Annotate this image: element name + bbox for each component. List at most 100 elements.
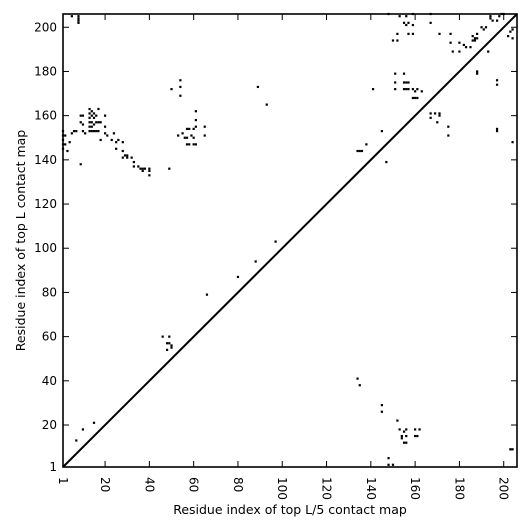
contact-point — [398, 428, 401, 431]
contact-point — [411, 96, 415, 100]
contact-point — [170, 344, 173, 347]
contact-point — [511, 141, 514, 144]
contact-point — [394, 88, 397, 91]
contact-point — [236, 275, 240, 279]
contact-point — [88, 125, 91, 128]
contact-point — [394, 81, 397, 84]
contact-point — [168, 167, 171, 170]
contact-point — [92, 116, 96, 119]
contact-point — [511, 28, 514, 31]
contact-point — [188, 143, 191, 146]
contact-point — [411, 88, 415, 91]
contact-point — [480, 26, 483, 29]
x-tick-label: 20 — [98, 477, 112, 492]
contact-point — [84, 132, 87, 135]
y-tick-label: 40 — [42, 374, 57, 388]
y-tick-label: 140 — [34, 153, 57, 167]
contact-point — [188, 127, 191, 131]
contact-point — [148, 174, 151, 177]
contact-point — [137, 165, 140, 168]
contact-point — [469, 46, 472, 49]
contact-point — [168, 342, 171, 345]
contact-point — [194, 143, 197, 146]
contact-point — [356, 377, 359, 380]
x-tick-label: 120 — [320, 477, 334, 500]
contact-point — [438, 32, 441, 35]
contact-point — [414, 428, 417, 431]
contact-point — [97, 130, 100, 133]
contact-point — [402, 21, 406, 24]
contact-point — [183, 136, 186, 139]
contact-point — [405, 81, 408, 84]
contact-point — [190, 134, 193, 137]
contact-point — [115, 147, 118, 150]
contact-point — [405, 15, 408, 18]
contact-point — [380, 410, 384, 413]
contact-point — [402, 441, 406, 444]
lower-contact-points — [75, 377, 514, 466]
contact-point — [121, 141, 124, 144]
contact-point — [507, 34, 510, 38]
contact-point — [92, 421, 96, 424]
contact-point — [429, 116, 432, 119]
contact-point — [405, 23, 408, 27]
contact-point — [358, 149, 361, 153]
contact-point — [387, 457, 390, 460]
contact-point — [356, 149, 359, 153]
contact-point — [203, 125, 206, 128]
contact-point — [103, 125, 107, 128]
contact-point — [464, 46, 468, 49]
contact-point — [509, 448, 512, 451]
contact-point — [205, 293, 209, 296]
contact-point — [458, 50, 461, 53]
contact-point — [194, 110, 197, 113]
contact-point — [405, 434, 408, 438]
contact-point — [402, 72, 406, 75]
contact-point — [81, 130, 85, 133]
contact-point — [88, 112, 91, 115]
contact-point — [265, 103, 268, 106]
contact-point — [143, 167, 147, 170]
contact-point — [511, 37, 514, 40]
contact-point — [400, 437, 403, 440]
contact-point — [88, 121, 91, 124]
contact-point — [90, 121, 93, 124]
contact-point — [90, 130, 93, 133]
contact-point — [106, 134, 109, 137]
x-axis-label: Residue index of top L/5 contact map — [173, 502, 407, 517]
contact-point — [473, 37, 477, 40]
contact-point — [92, 130, 96, 133]
contact-point — [436, 121, 439, 124]
contact-point — [394, 72, 397, 75]
contact-point — [365, 143, 368, 146]
contact-point — [484, 26, 488, 29]
contact-point — [141, 169, 144, 172]
y-tick-label: 80 — [42, 285, 57, 299]
contact-point — [429, 21, 432, 24]
contact-point — [181, 132, 184, 135]
contact-point — [458, 41, 461, 44]
contact-point — [416, 434, 419, 438]
contact-point — [81, 114, 85, 117]
contact-point — [396, 32, 399, 35]
contact-point — [476, 37, 479, 40]
contact-point — [72, 130, 76, 133]
contact-point — [407, 32, 410, 35]
contact-point — [90, 114, 93, 117]
contact-point — [449, 32, 452, 35]
contact-point — [476, 72, 479, 75]
contact-point — [402, 430, 406, 433]
y-tick-label: 160 — [34, 109, 57, 123]
x-tick-label: 40 — [142, 477, 156, 492]
contact-point — [433, 112, 437, 115]
contact-point — [99, 121, 102, 124]
contact-point — [400, 434, 403, 438]
contact-point — [165, 342, 169, 345]
contact-point — [148, 169, 151, 172]
contact-point — [407, 88, 410, 91]
contact-point — [471, 39, 474, 42]
contact-point — [451, 50, 454, 53]
contact-point — [491, 19, 494, 22]
contact-point — [194, 125, 197, 128]
